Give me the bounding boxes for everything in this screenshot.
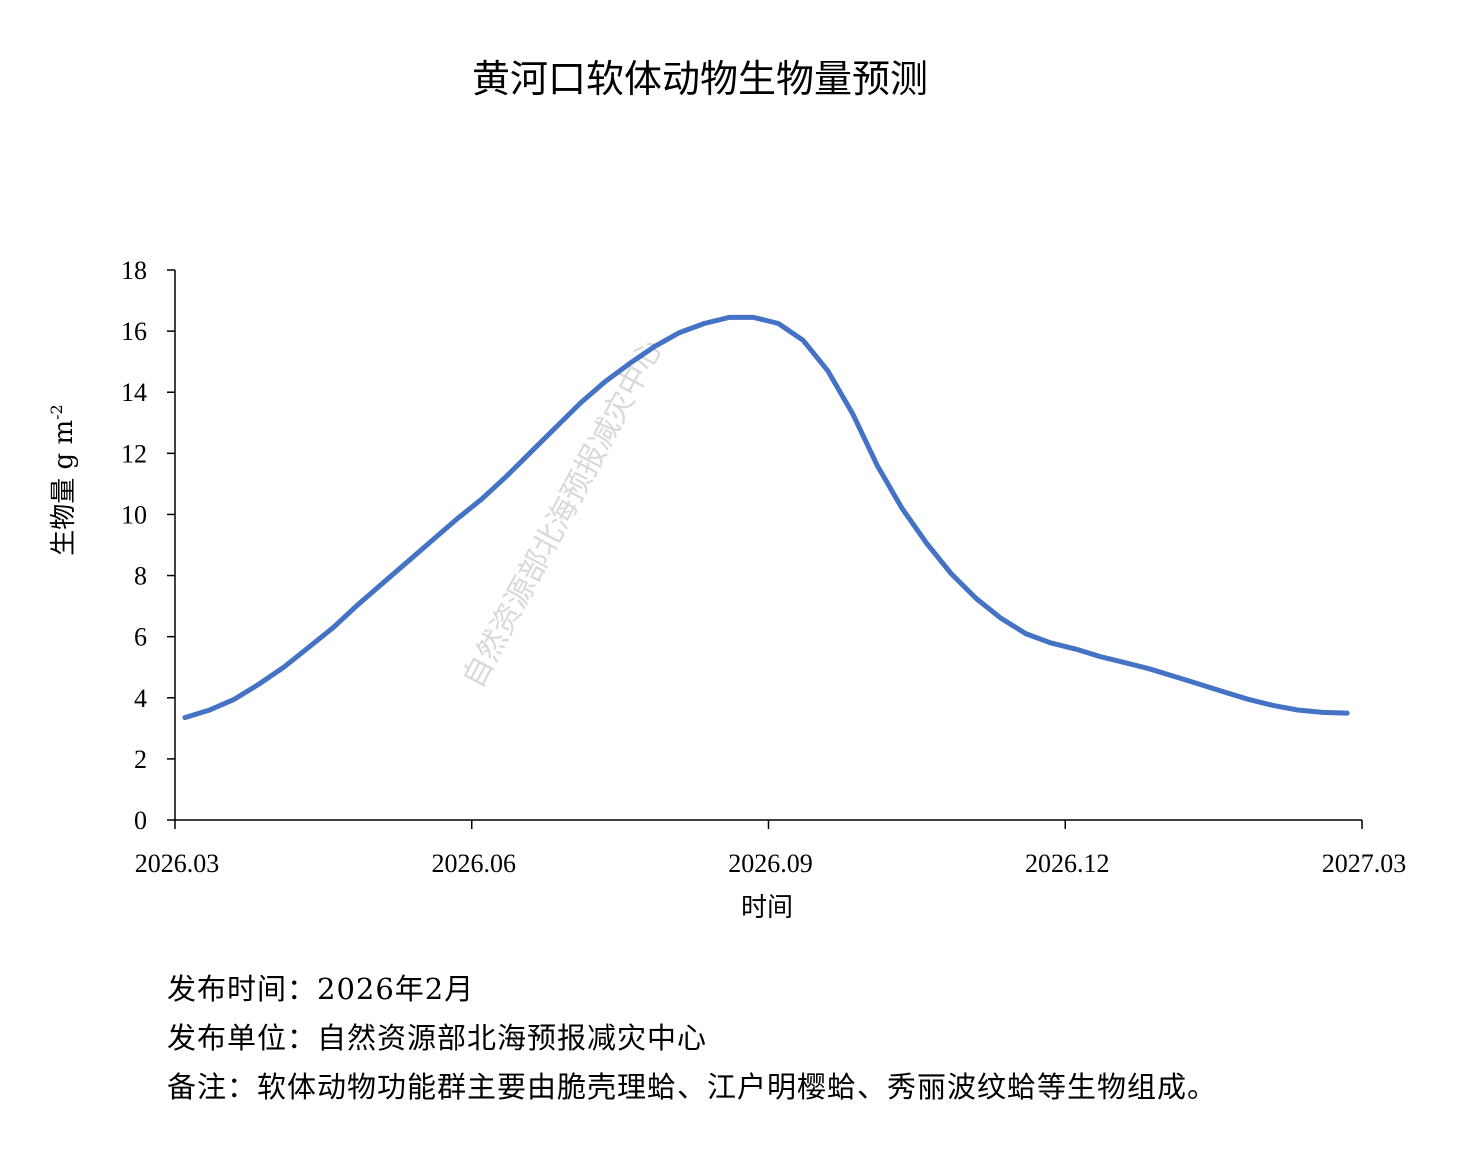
x-tick-label: 2027.03 (1322, 849, 1407, 878)
release-unit-note: 发布单位：自然资源部北海预报减灾中心 (167, 1021, 708, 1055)
x-axis: 2026.03 2026.06 2026.09 2026.12 2027.03 (135, 819, 1407, 878)
x-tick-label: 2026.09 (728, 849, 813, 878)
y-axis-title-sup: -2 (47, 404, 66, 420)
y-tick-label: 12 (121, 439, 147, 468)
release-time-note: 发布时间：2026年2月 (167, 972, 475, 1006)
y-axis-title-main: 生物量 g m (49, 420, 79, 556)
y-tick-label: 16 (121, 317, 147, 346)
y-tick-label: 0 (134, 806, 147, 835)
remark-note: 备注：软体动物功能群主要由脆壳理蛤、江户明樱蛤、秀丽波纹蛤等生物组成。 (167, 1070, 1218, 1104)
y-tick-label: 14 (121, 378, 147, 407)
y-tick-label: 2 (134, 745, 147, 774)
y-tick-label: 10 (121, 500, 147, 529)
y-tick-label: 18 (121, 256, 147, 285)
series-line-0 (182, 314, 1350, 721)
x-tick-label: 2026.12 (1025, 849, 1110, 878)
y-axis-title: 生物量 g m-2 (47, 404, 79, 555)
x-tick-label: 2026.06 (432, 849, 517, 878)
x-tick-label: 2026.03 (135, 849, 220, 878)
y-axis: 0 2 4 6 8 10 12 14 16 18 (121, 256, 176, 835)
chart-title: 黄河口软体动物生物量预测 (472, 57, 928, 101)
plot-area (182, 314, 1350, 721)
y-tick-label: 4 (134, 684, 147, 713)
y-tick-label: 8 (134, 562, 147, 591)
y-tick-label: 6 (134, 623, 147, 652)
x-axis-title: 时间 (741, 893, 793, 923)
watermark: 自然资源部北海预报减灾中心 (456, 333, 670, 694)
